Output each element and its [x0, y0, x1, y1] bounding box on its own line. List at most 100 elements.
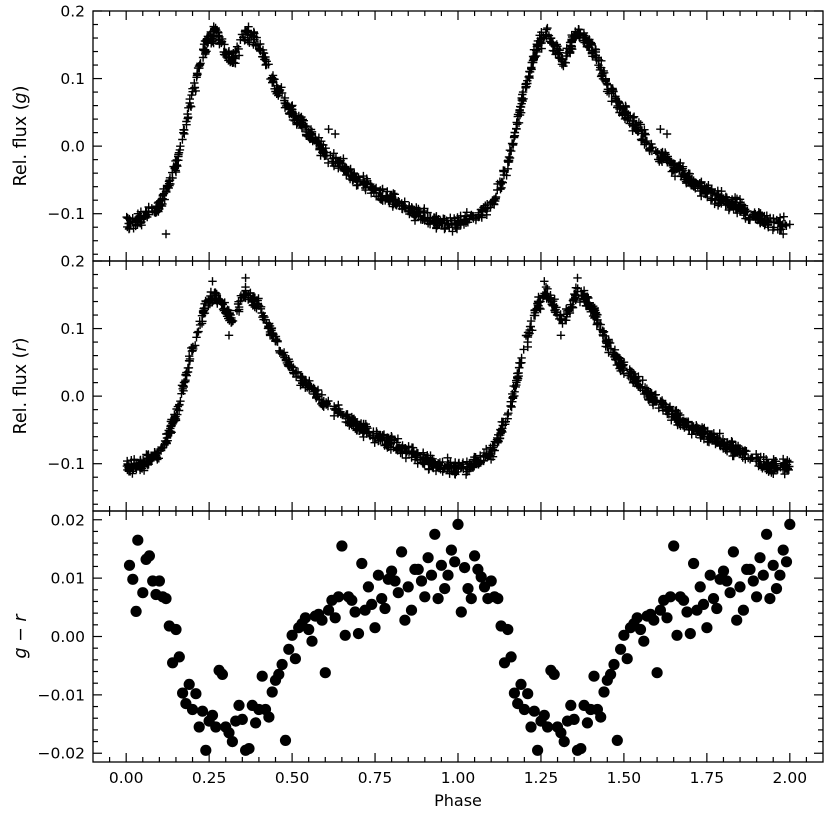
y-tick-label: 0.00: [50, 628, 85, 646]
color-point: [366, 598, 378, 611]
color-point: [336, 540, 348, 552]
color-point: [734, 581, 746, 593]
color-point: [648, 614, 660, 626]
color-point: [538, 709, 550, 721]
x-tick-label: 0.25: [192, 769, 227, 787]
color-point: [379, 602, 391, 615]
x-axis-label: Phase: [434, 791, 482, 810]
color-point: [279, 734, 292, 747]
color-point: [439, 583, 451, 595]
y-tick-label: 0.0: [60, 138, 85, 156]
y-axis-label: Rel. flux (r): [11, 337, 31, 434]
color-point: [455, 606, 467, 618]
color-point: [717, 565, 730, 577]
y-tick-label: 0.02: [50, 511, 85, 529]
color-point: [372, 569, 384, 581]
color-point: [727, 546, 740, 558]
x-tick-label: 2.00: [773, 769, 808, 787]
color-point: [654, 604, 667, 616]
color-point: [196, 705, 209, 717]
color-point: [469, 550, 481, 562]
color-point: [445, 544, 457, 556]
color-point: [299, 612, 311, 624]
color-point: [774, 569, 786, 581]
y-tick-label: 0.1: [60, 320, 85, 338]
color-point: [634, 623, 647, 636]
color-point: [319, 667, 331, 679]
color-point: [522, 688, 534, 700]
y-tick-label: 0.01: [50, 570, 85, 588]
color-point: [306, 635, 318, 647]
color-point: [376, 593, 388, 605]
color-point: [558, 736, 570, 748]
color-point: [183, 678, 195, 691]
y-tick-label: −0.1: [47, 205, 85, 223]
color-point: [764, 593, 776, 605]
color-point: [419, 591, 431, 603]
panel-1: −0.1 0.0 0.1 0.2 Rel. flux (g): [11, 3, 824, 262]
color-point: [678, 594, 690, 606]
color-point: [668, 540, 680, 552]
color-point: [711, 602, 723, 615]
color-point: [132, 534, 144, 546]
color-point: [621, 653, 633, 665]
plus-markers: [122, 22, 794, 239]
color-point: [190, 688, 202, 700]
color-point: [568, 713, 580, 726]
color-point: [186, 703, 199, 716]
color-point: [177, 687, 189, 699]
color-point: [761, 528, 773, 540]
color-point: [402, 581, 414, 593]
color-point: [289, 653, 301, 665]
color-point: [386, 565, 398, 577]
color-point: [193, 721, 205, 733]
color-point: [707, 593, 720, 605]
color-point: [502, 623, 514, 636]
color-point: [256, 670, 268, 682]
color-point: [701, 622, 713, 634]
x-tick-label: 1.00: [441, 769, 476, 787]
color-point: [435, 559, 447, 571]
color-point: [462, 583, 474, 595]
x-tick-label: 1.75: [690, 769, 725, 787]
color-point: [216, 668, 228, 681]
x-tick-label: 1.50: [607, 769, 642, 787]
color-point: [777, 544, 789, 556]
color-point: [123, 559, 136, 571]
color-point: [273, 668, 285, 681]
x-tick-label: 0.00: [109, 769, 144, 787]
color-point: [697, 598, 710, 611]
color-point: [389, 575, 401, 587]
color-point: [767, 559, 779, 571]
color-point: [233, 699, 245, 712]
color-point: [223, 727, 235, 739]
color-point: [432, 593, 444, 605]
color-point: [542, 721, 554, 733]
color-point: [528, 705, 540, 717]
axis-ticks: [93, 10, 823, 261]
color-point: [605, 668, 617, 681]
y-axis-label: g − r: [11, 613, 31, 659]
data-points: [122, 22, 794, 239]
color-point: [754, 552, 766, 564]
color-point: [346, 594, 358, 606]
color-point: [638, 635, 650, 647]
color-point: [412, 563, 424, 576]
color-point: [243, 743, 255, 755]
color-point: [362, 581, 374, 593]
color-point: [263, 711, 275, 723]
color-point: [731, 614, 743, 626]
color-point: [505, 651, 517, 663]
axis-ticks: [93, 260, 823, 511]
color-point: [508, 687, 520, 699]
color-point: [276, 658, 288, 671]
color-point: [339, 629, 351, 641]
color-point: [226, 736, 238, 748]
color-point: [704, 569, 716, 581]
color-point: [608, 658, 620, 671]
color-point: [724, 587, 736, 599]
color-point: [525, 721, 537, 733]
color-point: [286, 629, 298, 641]
color-point: [475, 571, 487, 583]
color-point: [399, 614, 411, 626]
